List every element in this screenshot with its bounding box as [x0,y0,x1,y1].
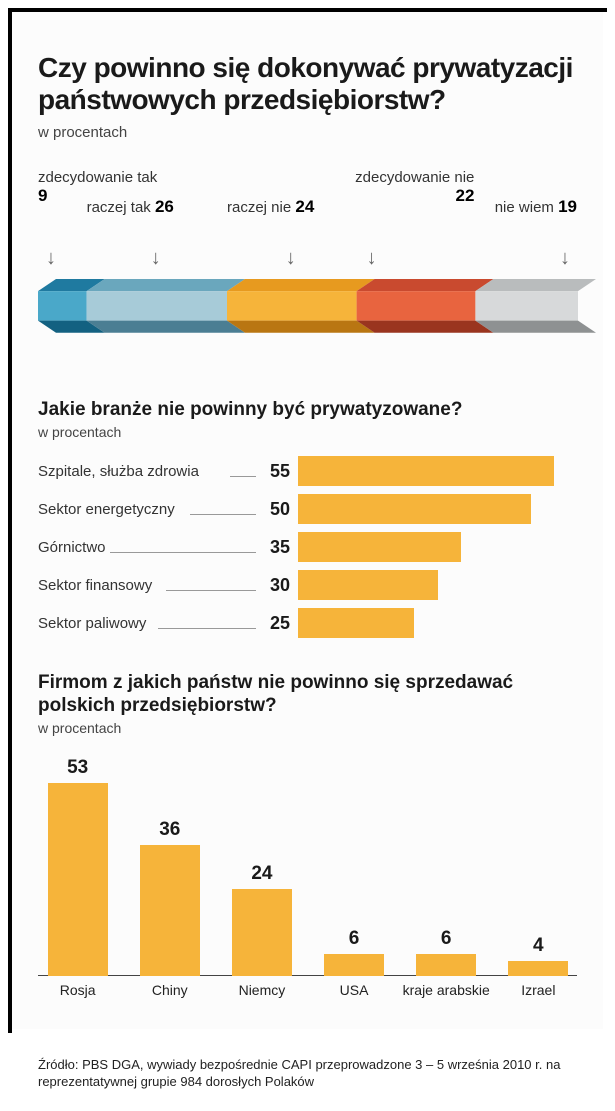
segment-value: 9 [38,186,47,205]
hbar-track [298,494,577,524]
vbar-value: 6 [416,928,476,950]
arrow-down-icon: ↓ [560,247,570,270]
vbar-label: Izrael [493,982,583,998]
hbar-value: 25 [256,613,298,634]
arrow-down-icon: ↓ [367,247,377,270]
hbar-label: Górnictwo [38,539,256,556]
vbar-group: 36 Chiny [140,845,200,976]
hbar-row: Sektor paliwowy 25 [38,604,577,642]
vbar-group: 53 Rosja [48,783,108,976]
vertical-bar-section: Firmom z jakich państw nie powinno się s… [38,672,577,1006]
stacked-3d-bar [38,279,578,357]
hbar-fill [298,570,438,600]
segment-label-text: nie wiem [495,199,554,216]
hbar-track [298,570,577,600]
vbar-fill [508,961,568,976]
hbar-row: Górnictwo 35 [38,528,577,566]
hbar-label: Szpitale, służba zdrowia [38,463,256,480]
hbar-fill [298,494,531,524]
stacked-segment-label: nie wiem 19 [495,197,577,217]
vertical-bar-chart: 53 Rosja 36 Chiny 24 Niemcy 6 USA 6 kraj… [38,756,577,1006]
vbar-value: 24 [232,863,292,885]
hchart-title: Jakie branże nie powinny być prywatyzowa… [38,399,577,422]
hbar-fill [298,456,554,486]
segment-value: 24 [295,197,314,216]
arrow-down-icon: ↓ [151,247,161,270]
vchart-baseline [38,975,577,976]
segment-label-text: raczej nie [227,199,291,216]
hbar-value: 30 [256,575,298,596]
frame-border [8,8,12,1033]
horizontal-bar-section: Jakie branże nie powinny być prywatyzowa… [38,399,577,642]
hbar-track [298,608,577,638]
frame-border [8,8,607,12]
main-subtitle: w procentach [38,124,577,141]
vbar-label: Rosja [33,982,123,998]
arrow-down-icon: ↓ [286,247,296,270]
vbar-value: 36 [140,819,200,841]
hbar-row: Szpitale, służba zdrowia 55 [38,452,577,490]
vbar-fill [140,845,200,976]
vbar-label: Chiny [125,982,215,998]
hchart-subtitle: w procentach [38,424,577,440]
hbar-value: 50 [256,499,298,520]
vchart-subtitle: w procentach [38,720,577,736]
hbar-label: Sektor energetyczny [38,501,256,518]
infographic-frame: Czy powinno się dokonywać prywatyzacji p… [12,12,603,1029]
vbar-value: 6 [324,928,384,950]
vbar-fill [48,783,108,976]
segment-label-text: zdecydowanie tak [38,169,157,186]
hbar-row: Sektor finansowy 30 [38,566,577,604]
stacked-segment-label: raczej tak 26 [87,197,174,217]
vbar-value: 53 [48,757,108,779]
hbar-value: 35 [256,537,298,558]
hbar-track [298,456,577,486]
stacked-segment-label: raczej nie 24 [227,197,314,217]
hbar-label: Sektor finansowy [38,577,256,594]
segment-value: 26 [155,197,174,216]
vbar-fill [324,954,384,976]
segment-value: 22 [455,186,474,205]
vbar-fill [416,954,476,976]
arrow-down-icon: ↓ [46,247,56,270]
stacked-bar-chart: zdecydowanie tak9 ↓ raczej tak 26 ↓ raczej n… [38,169,577,369]
hbar-fill [298,608,414,638]
hbar-track [298,532,577,562]
vbar-group: 24 Niemcy [232,889,292,976]
vbar-group: 6 USA [324,954,384,976]
vbar-group: 6 kraje arabskie [416,954,476,976]
vbar-group: 4 Izrael [508,961,568,976]
segment-label-text: raczej tak [87,199,151,216]
source-text: Źródło: PBS DGA, wywiady bezpośrednie CA… [38,1056,577,1091]
stacked-segment-label: zdecydowanie nie22 [355,169,474,206]
segment-label-text: zdecydowanie nie [355,169,474,186]
vbar-label: Niemcy [217,982,307,998]
vbar-label: USA [309,982,399,998]
vbar-label: kraje arabskie [401,982,491,998]
hbar-label: Sektor paliwowy [38,615,256,632]
main-title: Czy powinno się dokonywać prywatyzacji p… [38,52,577,116]
vbar-fill [232,889,292,976]
segment-value: 19 [558,197,577,216]
hbar-row: Sektor energetyczny 50 [38,490,577,528]
hbar-fill [298,532,461,562]
vchart-title: Firmom z jakich państw nie powinno się s… [38,672,577,718]
vbar-value: 4 [508,935,568,957]
hbar-value: 55 [256,461,298,482]
